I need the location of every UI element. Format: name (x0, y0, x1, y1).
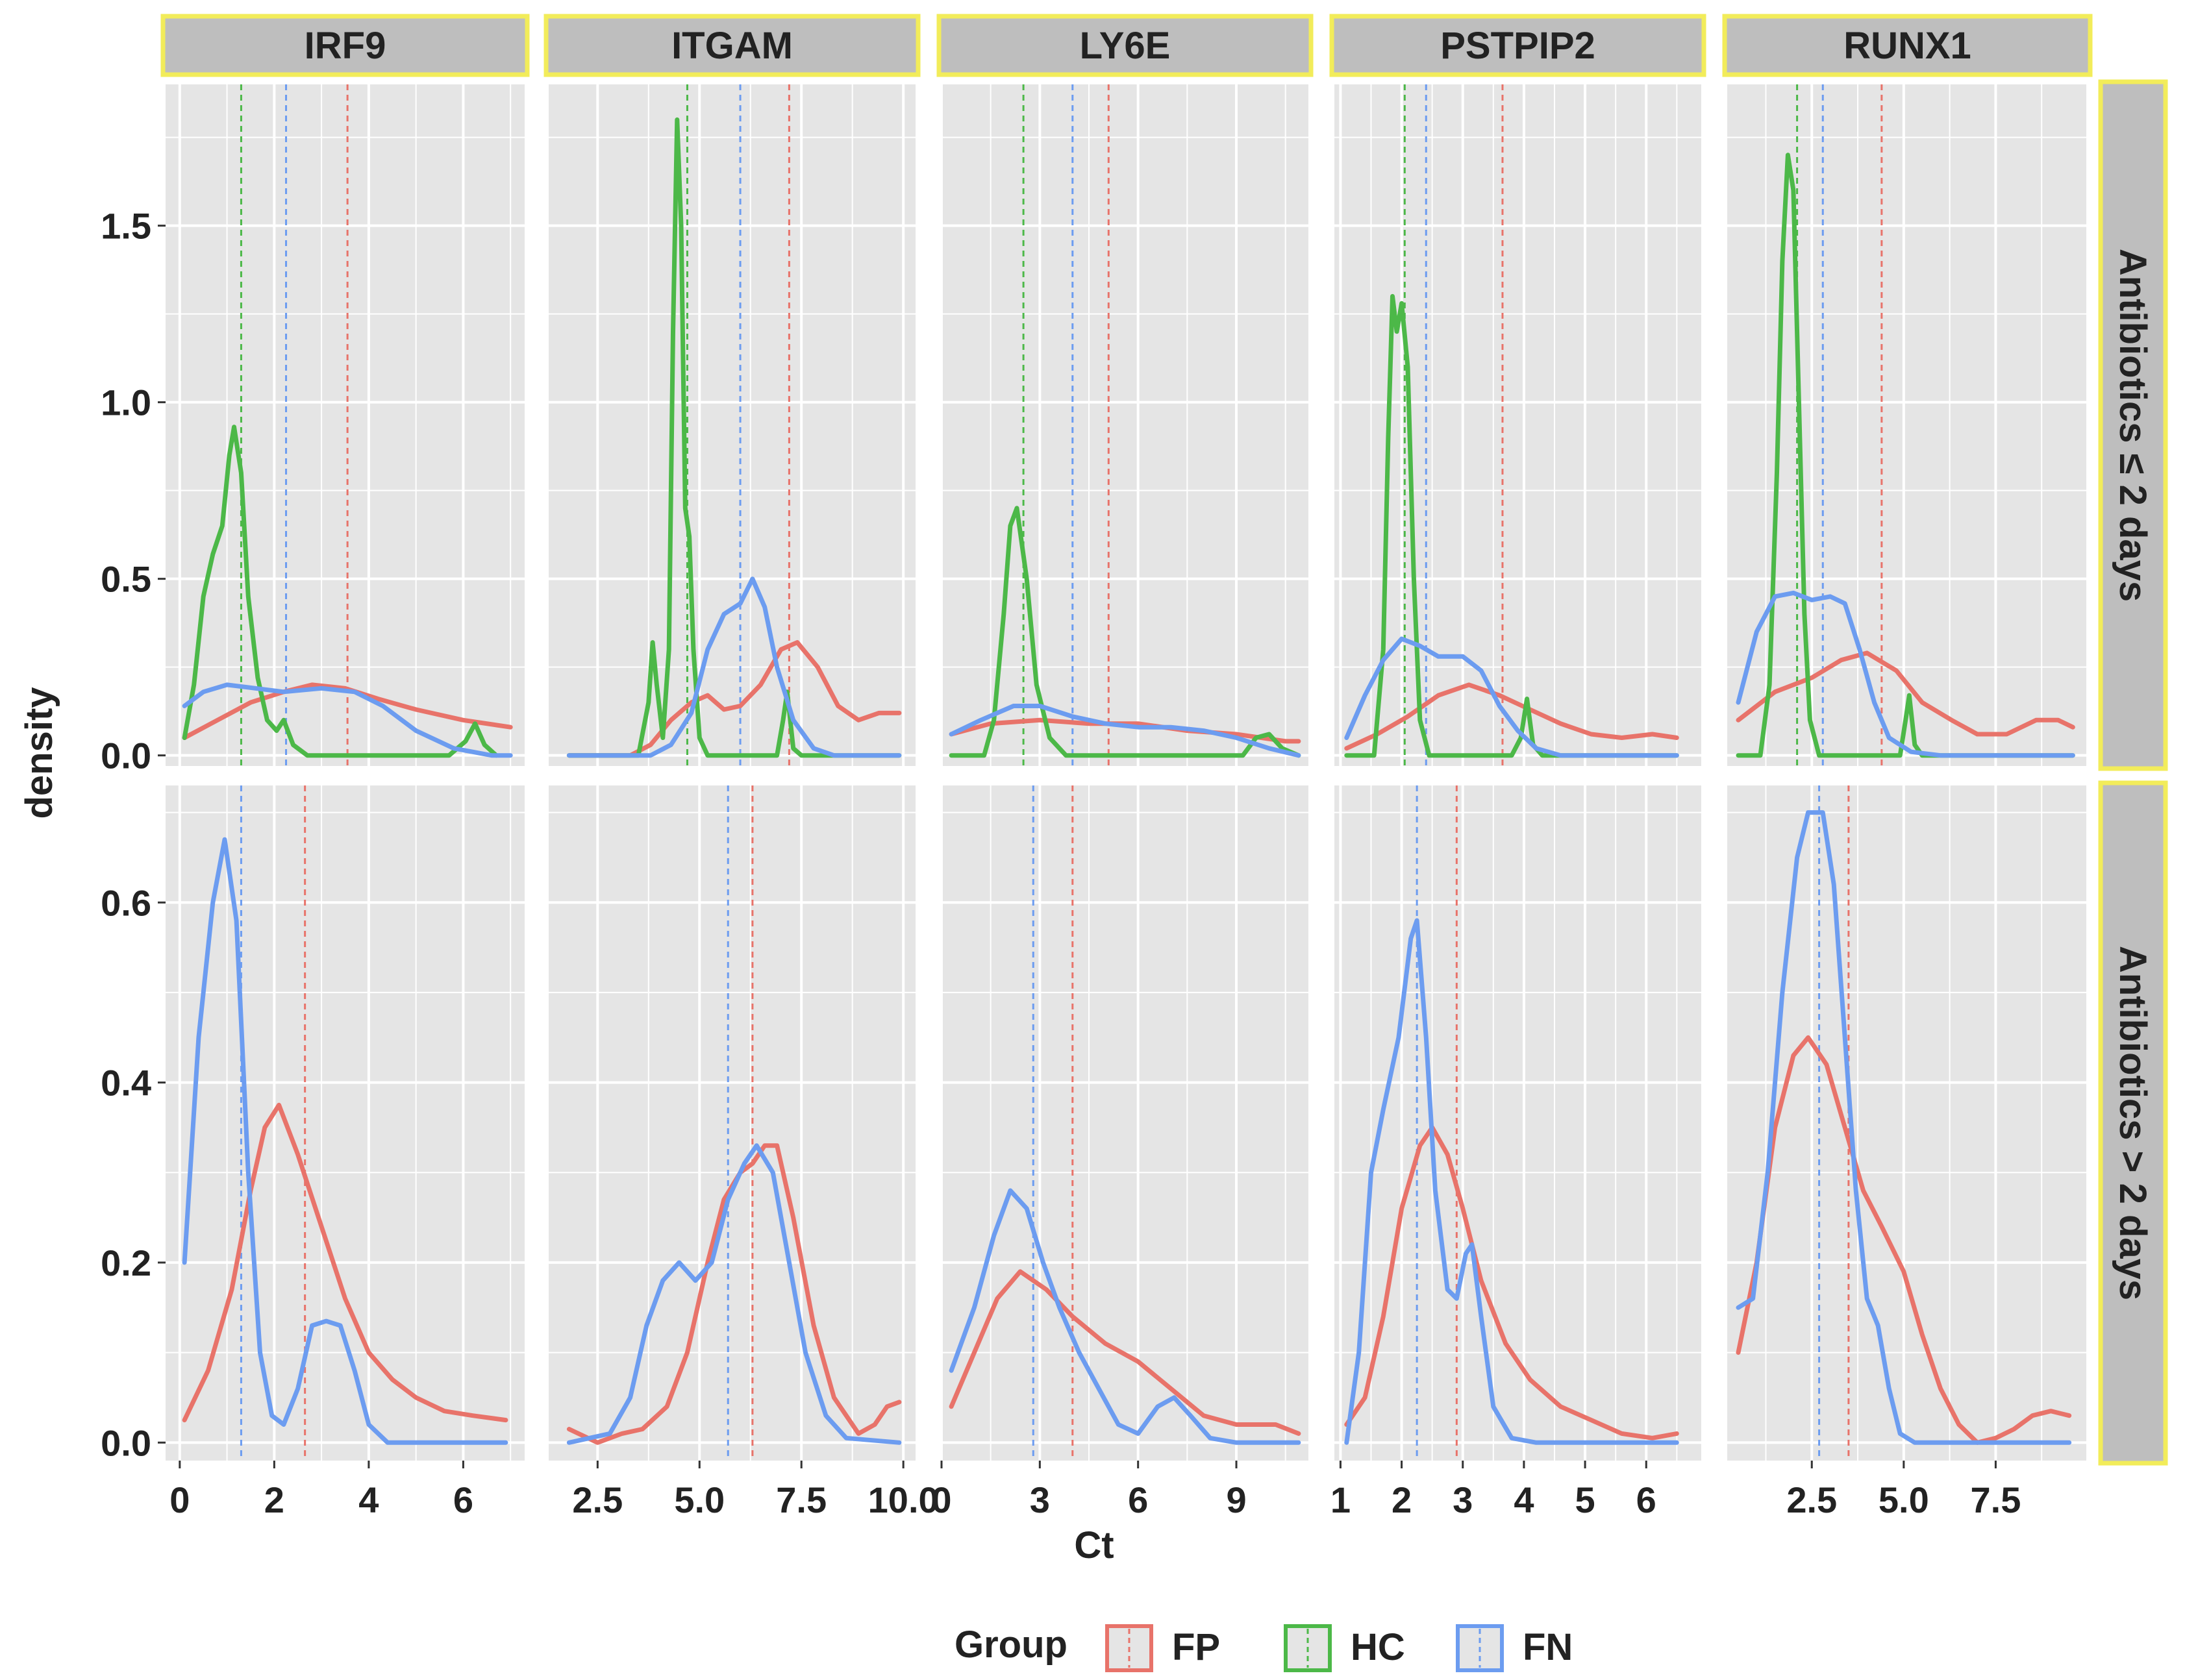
strip-column-pstpip2 (1329, 14, 1706, 77)
density-curve-fn (1344, 918, 1679, 1445)
strip-column-label: IRF9 (305, 25, 386, 67)
strip-column-label: PSTPIP2 (1440, 25, 1595, 67)
density-curve-fp (949, 717, 1301, 744)
x-tick-label: 6 (453, 1479, 473, 1520)
y-tick-label: 0.0 (101, 735, 151, 776)
x-tick-label: 7.5 (776, 1479, 827, 1520)
strip-row-label: Antibiotics > 2 days (2112, 946, 2154, 1300)
legend-title: Group (955, 1624, 1068, 1666)
panel-itgam-row2 (549, 785, 916, 1461)
x-axis-label: Ct (1074, 1524, 1114, 1566)
x-tick-label: 9 (1226, 1479, 1246, 1520)
panel-runx1-row2 (1727, 785, 2089, 1461)
density-curve-fn (566, 1143, 902, 1445)
x-tick-label: 4 (358, 1479, 379, 1520)
panel-background (942, 84, 1308, 766)
y-tick-label: 1.0 (101, 382, 151, 423)
panel-background (549, 785, 916, 1461)
panel-background (549, 84, 916, 766)
panel-irf9-row2 (166, 785, 525, 1461)
strip-column-itgam (543, 14, 921, 77)
x-tick-label: 7.5 (1970, 1479, 2021, 1520)
strip-column-label: LY6E (1080, 25, 1171, 67)
strips-layer: IRF9 ITGAM LY6E PSTPIP2 RUNX1 Antibiotics ≤ 2… (160, 14, 2168, 1466)
panel-background (1334, 84, 1701, 766)
y-tick-label: 0.5 (101, 559, 151, 600)
panel-irf9-row1 (166, 84, 525, 766)
x-tick-label: 3 (1030, 1479, 1050, 1520)
density-curve-fp (949, 1269, 1301, 1436)
strip-column-label: ITGAM (671, 25, 793, 67)
strip-row-2 (2098, 780, 2168, 1466)
x-tick-label: 2 (1392, 1479, 1412, 1520)
density-curve-hc (1736, 153, 2075, 758)
y-tick-label: 0.0 (101, 1422, 151, 1463)
legend-label-fp: FP (1172, 1626, 1220, 1668)
density-curve-fp (1344, 682, 1679, 751)
axes-layer: 0.0 0.5 1.0 1.5 0.0 0.2 0.4 0.6 0 2 4 6 2.5 5.0 7.5 10.… (101, 206, 2021, 1520)
x-tick-label: 2.5 (1786, 1479, 1837, 1520)
panel-runx1-row1 (1727, 84, 2089, 766)
density-curve-fn (949, 704, 1301, 758)
legend: Group FP HC FN (955, 1624, 1573, 1672)
strip-row-1 (2098, 79, 2168, 771)
panel-background (166, 785, 525, 1461)
x-tick-label: 3 (1453, 1479, 1473, 1520)
panel-background (1334, 785, 1701, 1461)
x-tick-label: 4 (1514, 1479, 1534, 1520)
x-tick-label: 2.5 (572, 1479, 623, 1520)
strip-row-label: Antibiotics ≤ 2 days (2112, 249, 2154, 602)
strip-column-runx1 (1722, 14, 2093, 77)
density-curve-hc (1344, 293, 1679, 758)
density-curve-fp (1736, 1035, 2072, 1445)
density-curve-fn (1736, 810, 2072, 1445)
density-curve-hc (949, 506, 1301, 758)
legend-label-fn: FN (1523, 1626, 1573, 1668)
panel-background (1727, 785, 2088, 1461)
strip-column-irf9 (160, 14, 530, 77)
density-curve-fp (182, 682, 513, 740)
panel-background (166, 84, 525, 766)
y-axis-label: density (18, 687, 60, 819)
x-tick-label: 6 (1128, 1479, 1148, 1520)
density-curve-fp (182, 1102, 508, 1423)
panel-pstpip2-row1 (1334, 84, 1701, 766)
density-curve-hc (182, 425, 499, 758)
panels-layer (166, 84, 2089, 1461)
y-tick-label: 1.5 (101, 206, 151, 247)
density-curve-fn (949, 1188, 1301, 1445)
density-curve-fn (182, 837, 508, 1445)
panel-background (942, 785, 1308, 1461)
panel-itgam-row1 (549, 84, 916, 766)
panel-pstpip2-row2 (1334, 785, 1701, 1461)
x-tick-label: 0 (169, 1479, 190, 1520)
x-tick-label: 10.0 (868, 1479, 939, 1520)
x-tick-label: 5.0 (674, 1479, 725, 1520)
x-tick-label: 5 (1575, 1479, 1595, 1520)
density-curve-fp (566, 1143, 902, 1445)
panel-ly6e-row2 (940, 785, 1308, 1461)
density-curve-fn (1344, 636, 1679, 758)
x-tick-label: 5.0 (1879, 1479, 1929, 1520)
strip-column-label: RUNX1 (1843, 25, 1971, 67)
legend-label-hc: HC (1351, 1626, 1405, 1668)
panel-background (1727, 84, 2088, 766)
density-curve-fn (566, 576, 902, 758)
x-tick-label: 6 (1636, 1479, 1656, 1520)
y-tick-label: 0.2 (101, 1242, 151, 1283)
y-tick-label: 0.4 (101, 1063, 151, 1104)
x-tick-label: 2 (264, 1479, 284, 1520)
x-tick-label: 1 (1330, 1479, 1351, 1520)
panel-ly6e-row1 (940, 84, 1308, 766)
y-tick-label: 0.6 (101, 882, 151, 923)
strip-column-ly6e (936, 14, 1314, 77)
density-curve-fn (1736, 590, 2075, 758)
x-tick-label: 0 (931, 1479, 951, 1520)
density-curve-fn (182, 682, 513, 758)
density-curve-fp (1736, 650, 2075, 737)
